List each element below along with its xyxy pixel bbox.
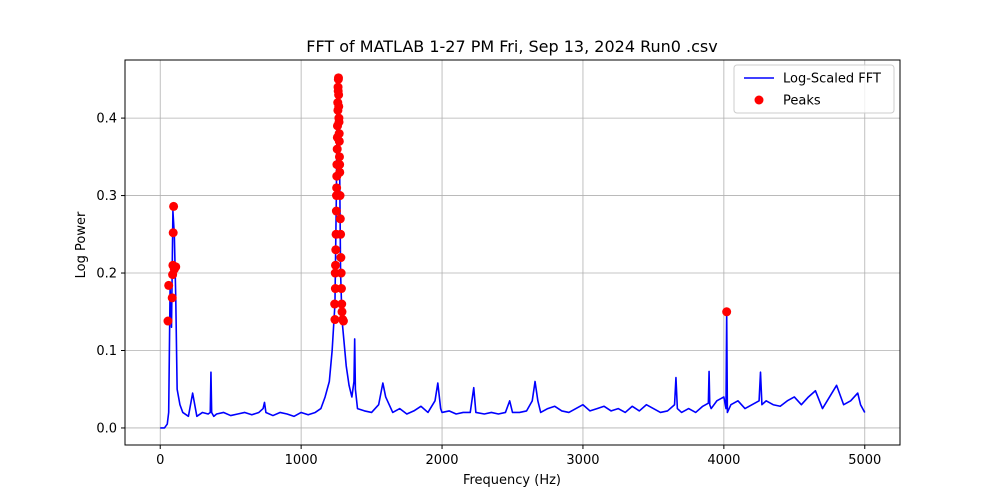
peak-point xyxy=(337,299,347,309)
chart-title: FFT of MATLAB 1-27 PM Fri, Sep 13, 2024 … xyxy=(306,37,717,56)
peak-point xyxy=(333,73,343,83)
peak-point xyxy=(164,280,174,290)
peak-point xyxy=(167,293,177,303)
peak-point xyxy=(330,299,340,309)
x-tick-label: 1000 xyxy=(285,453,318,468)
peak-point xyxy=(331,260,341,270)
peak-point xyxy=(332,183,342,193)
peak-point xyxy=(336,284,346,294)
y-tick-label: 0.4 xyxy=(96,112,117,127)
peak-point xyxy=(332,171,342,181)
peak-point xyxy=(334,136,344,146)
y-tick-label: 0.2 xyxy=(96,267,117,282)
peak-point xyxy=(334,117,344,127)
legend-label-fft: Log-Scaled FFT xyxy=(783,72,881,87)
y-tick-label: 0.3 xyxy=(96,189,117,204)
legend-marker-swatch xyxy=(754,95,764,105)
peak-point xyxy=(336,229,346,239)
peak-point xyxy=(331,206,341,216)
peak-point xyxy=(335,214,345,224)
y-axis-ticks: 0.0 0.1 0.2 0.3 0.4 xyxy=(96,112,125,436)
y-tick-label: 0.0 xyxy=(96,421,117,436)
axes-frame xyxy=(124,59,901,446)
x-tick-label: 5000 xyxy=(848,453,881,468)
peak-point xyxy=(334,101,344,111)
peak-point xyxy=(331,245,341,255)
x-axis-label: Frequency (Hz) xyxy=(463,473,561,488)
peak-point xyxy=(171,262,181,272)
grid-lines xyxy=(125,60,900,445)
legend-label-peaks: Peaks xyxy=(783,94,821,109)
legend: Log-Scaled FFT Peaks xyxy=(733,64,895,114)
legend-box xyxy=(733,64,895,114)
y-tick-label: 0.1 xyxy=(96,344,117,359)
y-axis-label: Log Power xyxy=(74,211,89,278)
x-tick-label: 4000 xyxy=(707,453,740,468)
fft-series-line xyxy=(160,78,866,429)
x-axis-ticks: 0 1000 2000 3000 4000 5000 xyxy=(156,445,881,468)
peak-point xyxy=(168,228,178,238)
peak-point xyxy=(330,268,340,278)
peak-point xyxy=(332,191,341,201)
peak-point xyxy=(722,307,732,317)
x-tick-label: 2000 xyxy=(425,453,458,468)
peak-point xyxy=(338,316,348,326)
x-tick-label: 0 xyxy=(156,453,164,468)
peak-point xyxy=(169,201,179,211)
peak-point xyxy=(334,152,344,162)
peak-point xyxy=(336,253,346,263)
peak-point xyxy=(333,86,343,96)
peak-point xyxy=(163,316,173,326)
peak-point xyxy=(330,315,340,325)
peak-point xyxy=(332,144,342,154)
x-tick-label: 3000 xyxy=(566,453,599,468)
peak-point xyxy=(335,160,345,170)
peak-point xyxy=(337,307,347,317)
plot-area xyxy=(160,73,866,429)
